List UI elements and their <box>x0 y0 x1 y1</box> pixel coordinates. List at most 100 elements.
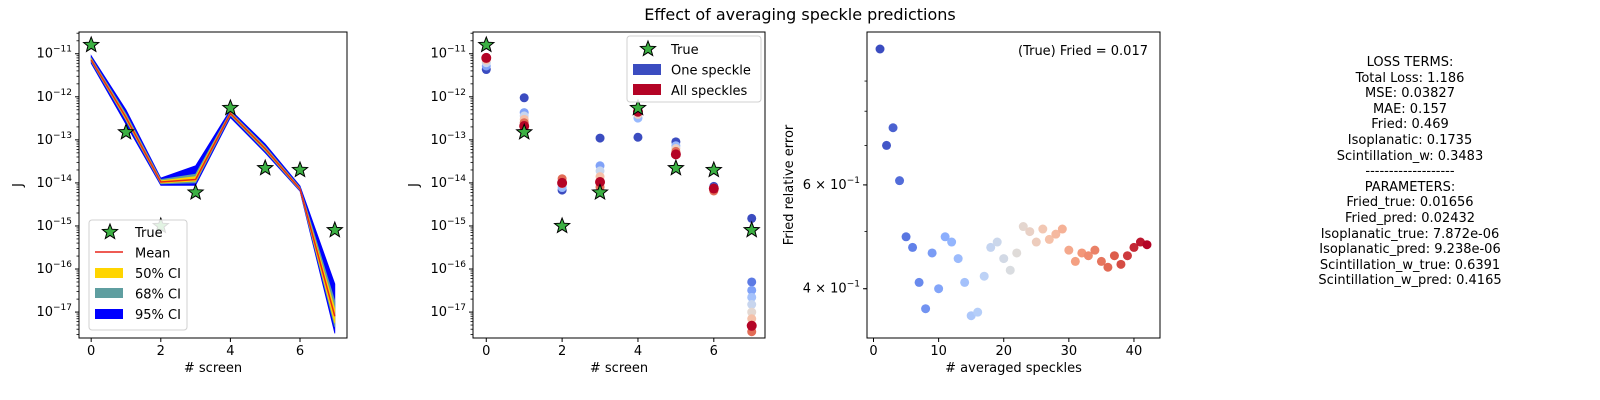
all-speckles-point <box>557 177 568 188</box>
legend-label: 95% CI <box>135 308 181 323</box>
loss-line: Isoplanatic_pred: 9.238e-06 <box>1319 242 1501 258</box>
loss-terms-panel: LOSS TERMS: Total Loss: 1.186 MSE: 0.038… <box>1290 55 1530 289</box>
loss-line: Scintillation_w_true: 0.6391 <box>1319 257 1501 273</box>
legend-swatch-ci95 <box>95 309 123 319</box>
fried-annotation: (True) Fried = 0.017 <box>1018 44 1148 59</box>
x-tick-label: 2 <box>558 344 566 359</box>
all-speckles-point <box>481 52 492 63</box>
fried-error-point <box>875 44 885 54</box>
fried-error-point <box>895 176 905 186</box>
axes-frame <box>866 31 1161 339</box>
y-tick-label: 6 × 10−1 <box>803 176 860 193</box>
ci95-band <box>90 54 336 334</box>
true-marker <box>256 158 275 176</box>
x-tick-label: 20 <box>995 344 1012 359</box>
legend-label: 50% CI <box>135 267 181 282</box>
ci68-band <box>90 56 336 328</box>
y-tick-label: 10−17 <box>36 303 72 320</box>
fried-error-point <box>979 271 989 281</box>
legend-swatch-ci50 <box>95 268 123 278</box>
x-tick-label: 2 <box>157 344 165 359</box>
fried-error-point <box>960 277 970 287</box>
true-marker <box>186 183 205 201</box>
fried-error-point <box>992 237 1002 247</box>
fried-error-point <box>888 123 898 133</box>
true-marker <box>704 160 723 178</box>
legend-swatch-true <box>101 222 119 240</box>
loss-line: Isoplanatic: 0.1735 <box>1347 132 1473 148</box>
y-axis-label: J <box>407 183 422 188</box>
true-marker <box>477 35 496 53</box>
all-speckles-point <box>708 183 719 194</box>
fried-error-point <box>1025 227 1035 237</box>
loss-line: MAE: 0.157 <box>1372 101 1448 117</box>
loss-line: Scintillation_w: 0.3483 <box>1336 148 1484 164</box>
fried-error-point <box>1051 229 1061 239</box>
fried-error-point <box>1070 256 1080 266</box>
true-marker <box>325 220 344 238</box>
true-marker <box>629 98 647 116</box>
fried-error-point <box>914 277 924 287</box>
fried-error-point <box>901 232 911 242</box>
fried-error-point <box>999 254 1009 264</box>
y-tick-label: 10−12 <box>430 88 466 105</box>
x-axis-label: # averaged speckles <box>945 361 1082 376</box>
loss-separator: ------------------- <box>1365 164 1455 180</box>
fried-error-point <box>1031 237 1041 247</box>
fried-error-point <box>1116 259 1126 269</box>
y-tick-label: 10−14 <box>430 174 466 191</box>
fried-error-point <box>1096 256 1106 266</box>
legend-swatch-ci68 <box>95 288 123 298</box>
fried-error-point <box>908 242 918 252</box>
true-marker <box>515 122 534 140</box>
legend-label: 68% CI <box>135 288 181 303</box>
x-tick-label: 4 <box>634 344 642 359</box>
fried-error-point <box>1005 265 1015 275</box>
legend-swatch-true <box>639 39 657 57</box>
fried-error-point <box>953 254 963 264</box>
chart-fried-error: 0 10 20 30 40 6 × 10−1 4 × 10−1 # averaged spec… <box>782 31 1161 376</box>
x-tick-label: 0 <box>869 344 877 359</box>
fried-error-point <box>882 140 892 150</box>
y-tick-label: 10−11 <box>430 45 466 62</box>
fried-error-point <box>1012 248 1022 258</box>
one-speckle-point <box>633 132 643 142</box>
all-speckles-point <box>670 149 681 160</box>
fried-error-point <box>921 304 931 314</box>
true-marker <box>591 183 609 201</box>
fried-error-point <box>1129 242 1139 252</box>
mean-line <box>90 59 336 317</box>
all-speckles-point <box>746 320 757 331</box>
one-speckle-point <box>747 292 757 302</box>
fried-error-point <box>947 237 957 247</box>
x-axis-label: # screen <box>590 361 648 376</box>
fried-error-point <box>973 307 983 317</box>
one-speckle-point <box>747 277 757 287</box>
true-marker <box>291 160 309 178</box>
all-speckles-point <box>595 177 606 188</box>
y-tick-label: 10−14 <box>36 174 72 191</box>
y-tick-label: 10−13 <box>430 131 466 148</box>
fried-error-point <box>1083 251 1093 261</box>
fried-error-point <box>1044 234 1054 244</box>
x-tick-label: 0 <box>482 344 490 359</box>
y-axis-label: Fried relative error <box>782 124 797 245</box>
one-speckle-point <box>747 299 757 309</box>
fried-error-point <box>1142 240 1152 250</box>
legend-label: True <box>134 226 163 241</box>
loss-line: PARAMETERS: <box>1364 179 1456 195</box>
true-marker <box>82 35 101 53</box>
y-tick-label: 10−16 <box>36 260 72 277</box>
loss-line: Isoplanatic_true: 7.872e-06 <box>1320 226 1500 242</box>
x-tick-label: 40 <box>1126 344 1143 359</box>
y-axis-label: J <box>11 183 26 188</box>
fried-error-point <box>986 242 996 252</box>
loss-line: Fried: 0.469 <box>1371 117 1449 133</box>
one-speckle-point <box>747 314 757 324</box>
one-speckle-point <box>519 93 529 103</box>
y-tick-label: 10−17 <box>430 303 466 320</box>
fried-error-point <box>934 284 944 294</box>
one-speckle-point <box>595 133 605 143</box>
loss-line: MSE: 0.03827 <box>1365 86 1455 102</box>
